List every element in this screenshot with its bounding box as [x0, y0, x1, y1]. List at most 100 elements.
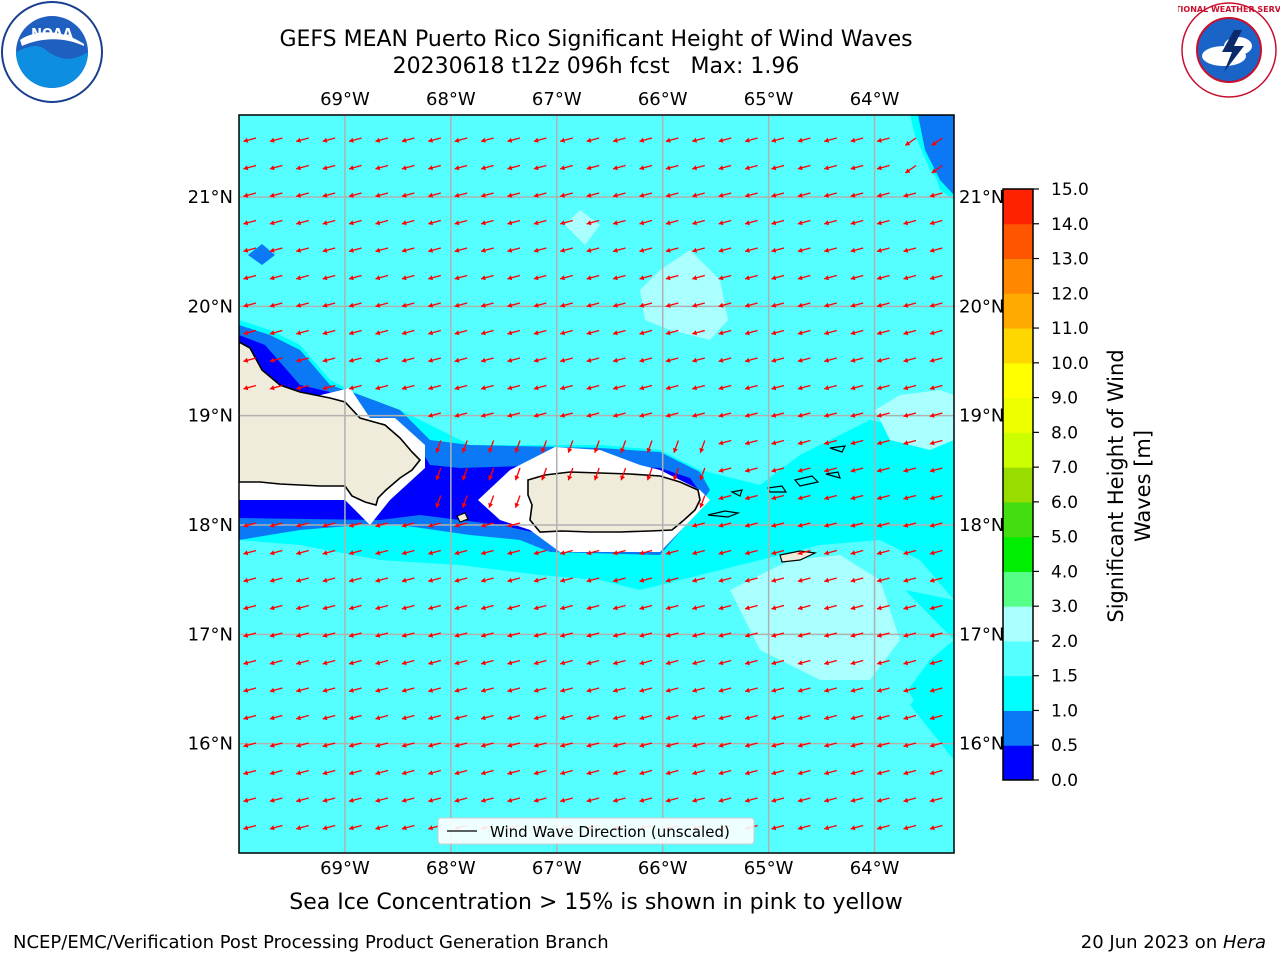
wave-arrow-head	[745, 632, 750, 638]
wave-arrow-head	[929, 495, 935, 501]
wave-arrow-head	[639, 385, 645, 391]
wave-arrow-head	[692, 632, 698, 638]
wave-arrow-head	[243, 715, 249, 721]
wave-arrow-head	[903, 660, 909, 666]
wave-arrow-head	[507, 247, 513, 253]
wave-arrow-head	[613, 605, 618, 611]
wave-arrow-head	[507, 165, 513, 171]
wave-arrow-head	[560, 687, 566, 693]
wave-arrow-head	[454, 687, 460, 693]
wave-arrow-head	[665, 357, 671, 363]
wave-arrow-head	[903, 192, 909, 198]
wave-arrow-head	[718, 632, 724, 638]
wave-arrow-head	[718, 797, 724, 803]
wave-arrow-head	[692, 797, 698, 803]
wave-arrow-head	[613, 247, 618, 253]
wave-arrow-head	[243, 577, 249, 583]
lon-label-bottom: 65°W	[744, 858, 794, 879]
colorbar: 0.0 0.5 1.0 1.5 2.0 3.0 4.0 5.0 6.0 7.0 8.0 9.0 10.0…	[1002, 180, 1089, 791]
wave-arrow-head	[435, 502, 441, 508]
wave-arrow-head	[745, 522, 750, 528]
wave-arrow-head	[824, 825, 830, 831]
wave-arrow-head	[877, 577, 882, 583]
wave-arrow-head	[745, 330, 750, 336]
wave-arrow-head	[692, 330, 698, 336]
wave-arrow-head	[877, 357, 882, 363]
wave-arrow-head	[296, 275, 302, 281]
wave-arrow-head	[560, 165, 566, 171]
lat-label-right: 17°N	[959, 624, 1004, 645]
wave-arrow-head	[296, 302, 302, 308]
wave-arrow-head	[903, 302, 909, 308]
wave-arrow-head	[877, 495, 882, 501]
wave-arrow-head	[454, 605, 460, 611]
wave-arrow-head	[488, 447, 494, 453]
footer-date: 20 Jun 2023 on Hera	[1081, 932, 1266, 953]
wave-arrow-head	[718, 330, 724, 336]
wave-arrow-head	[586, 797, 592, 803]
wave-arrow-head	[929, 412, 935, 418]
wave-arrow-head	[560, 577, 566, 583]
wave-arrow-head	[401, 632, 407, 638]
wave-arrow-head	[771, 467, 777, 473]
wave-arrow-head	[428, 797, 434, 803]
wave-arrow-head	[269, 770, 275, 776]
wave-arrow-head	[567, 475, 573, 481]
wave-arrow-head	[428, 192, 434, 198]
wave-arrow-head	[269, 605, 275, 611]
wave-arrow-head	[454, 522, 460, 528]
wave-arrow-head	[375, 660, 381, 666]
wave-arrow-head	[349, 715, 354, 721]
wave-arrow-head	[771, 440, 777, 446]
wave-arrow-head	[771, 165, 777, 171]
wave-arrow-head	[507, 412, 513, 418]
wave-field-2-3-d	[730, 555, 900, 680]
colorbar-segment	[1003, 328, 1033, 364]
wave-arrow-head	[349, 797, 354, 803]
wave-arrow-head	[824, 550, 830, 556]
wave-arrow-head	[507, 797, 513, 803]
wave-arrow-head	[322, 302, 328, 308]
wave-arrow-head	[692, 742, 698, 748]
wave-arrow-head	[771, 632, 777, 638]
land-puerto-rico	[527, 471, 701, 533]
wave-arrow-head	[850, 577, 856, 583]
wave-arrow-head	[507, 605, 513, 611]
wave-arrow-head	[903, 275, 909, 281]
wave-arrow-head	[514, 502, 520, 508]
wave-arrow-head	[586, 412, 592, 418]
wave-arrow-head	[375, 687, 381, 693]
wave-arrow-head	[533, 550, 539, 556]
wave-arrow-head	[296, 687, 302, 693]
wave-arrow-head	[269, 660, 275, 666]
wave-arrow-head	[877, 825, 882, 831]
colorbar-segment	[1003, 362, 1033, 399]
wave-arrow-head	[481, 550, 486, 556]
wave-arrow-head	[454, 577, 460, 583]
wave-arrow-head	[797, 220, 803, 226]
wave-arrow-head	[296, 550, 302, 556]
wave-arrow-head	[877, 275, 882, 281]
wave-field-05-1-dot	[248, 244, 275, 265]
wave-arrow-head	[718, 192, 724, 198]
wave-arrow-head	[672, 447, 678, 453]
wave-arrow-head	[850, 302, 856, 308]
lat-label-right: 19°N	[959, 406, 1004, 427]
wave-arrow-head	[481, 357, 486, 363]
wave-arrow-head	[322, 825, 328, 831]
wave-arrow-head	[771, 357, 777, 363]
wave-arrow-head	[454, 770, 460, 776]
wave-arrow-head	[507, 687, 513, 693]
wave-arrow-head	[771, 192, 777, 198]
wave-arrow-head	[296, 770, 302, 776]
wave-arrow-head	[349, 275, 354, 281]
wave-arrow-head	[296, 577, 302, 583]
wave-arrow-head	[877, 302, 882, 308]
colorbar-segment	[1003, 745, 1033, 781]
wave-arrow-head	[903, 247, 909, 253]
wave-arrow-head	[560, 605, 566, 611]
wave-arrow-head	[481, 137, 486, 143]
wave-arrow-head	[560, 137, 566, 143]
wave-arrow-head	[718, 495, 724, 501]
